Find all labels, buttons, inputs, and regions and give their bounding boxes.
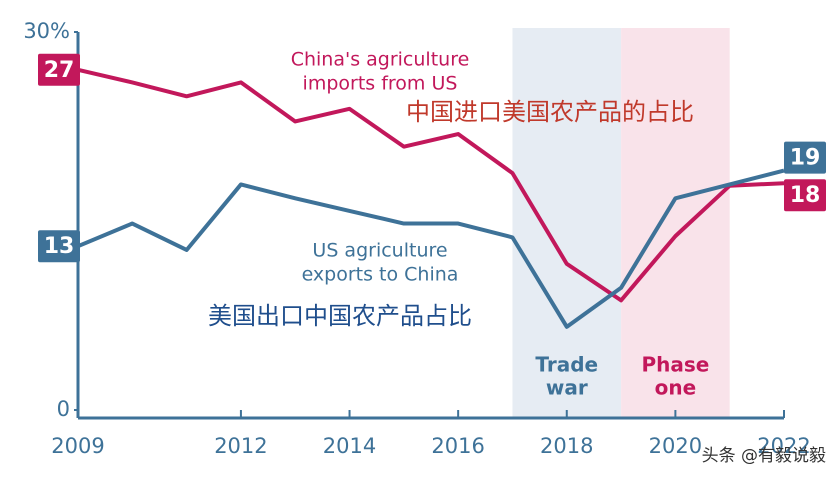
x-tick-label: 2016: [431, 434, 484, 458]
series-label: US agriculture: [312, 240, 447, 262]
period-label: one: [655, 376, 697, 400]
series-label-cn: 美国出口中国农产品占比: [208, 302, 472, 330]
series-label: exports to China: [302, 264, 459, 286]
y-tick-label: 0: [57, 397, 70, 421]
y-tick-label: 30%: [23, 19, 70, 43]
x-tick-label: 2014: [323, 434, 376, 458]
x-tick-label: 2020: [649, 434, 702, 458]
x-tick-label: 2018: [540, 434, 593, 458]
period-label: Trade: [535, 353, 598, 377]
x-tick-label: 2012: [214, 434, 267, 458]
value-box: [784, 179, 826, 212]
value-label: 18: [790, 183, 821, 208]
value-label: 27: [44, 58, 75, 83]
value-box: [38, 230, 80, 263]
value-box: [38, 53, 80, 86]
series-label: imports from US: [303, 73, 458, 95]
x-tick-label: 2022: [757, 434, 810, 458]
period-label: Phase: [641, 353, 709, 377]
series-line: [77, 168, 785, 329]
x-tick-label: 2009: [51, 434, 104, 458]
period-band: [621, 28, 730, 418]
series-line: [77, 67, 785, 303]
value-label: 13: [44, 234, 75, 259]
period-band: [512, 28, 622, 418]
series-label-cn: 中国进口美国农产品的占比: [406, 98, 694, 126]
value-box: [784, 141, 826, 174]
series-label: China's agriculture: [291, 49, 470, 71]
watermark: 头条 @有毅说毅: [702, 446, 826, 466]
period-label: war: [546, 376, 588, 400]
value-label: 19: [790, 146, 821, 171]
